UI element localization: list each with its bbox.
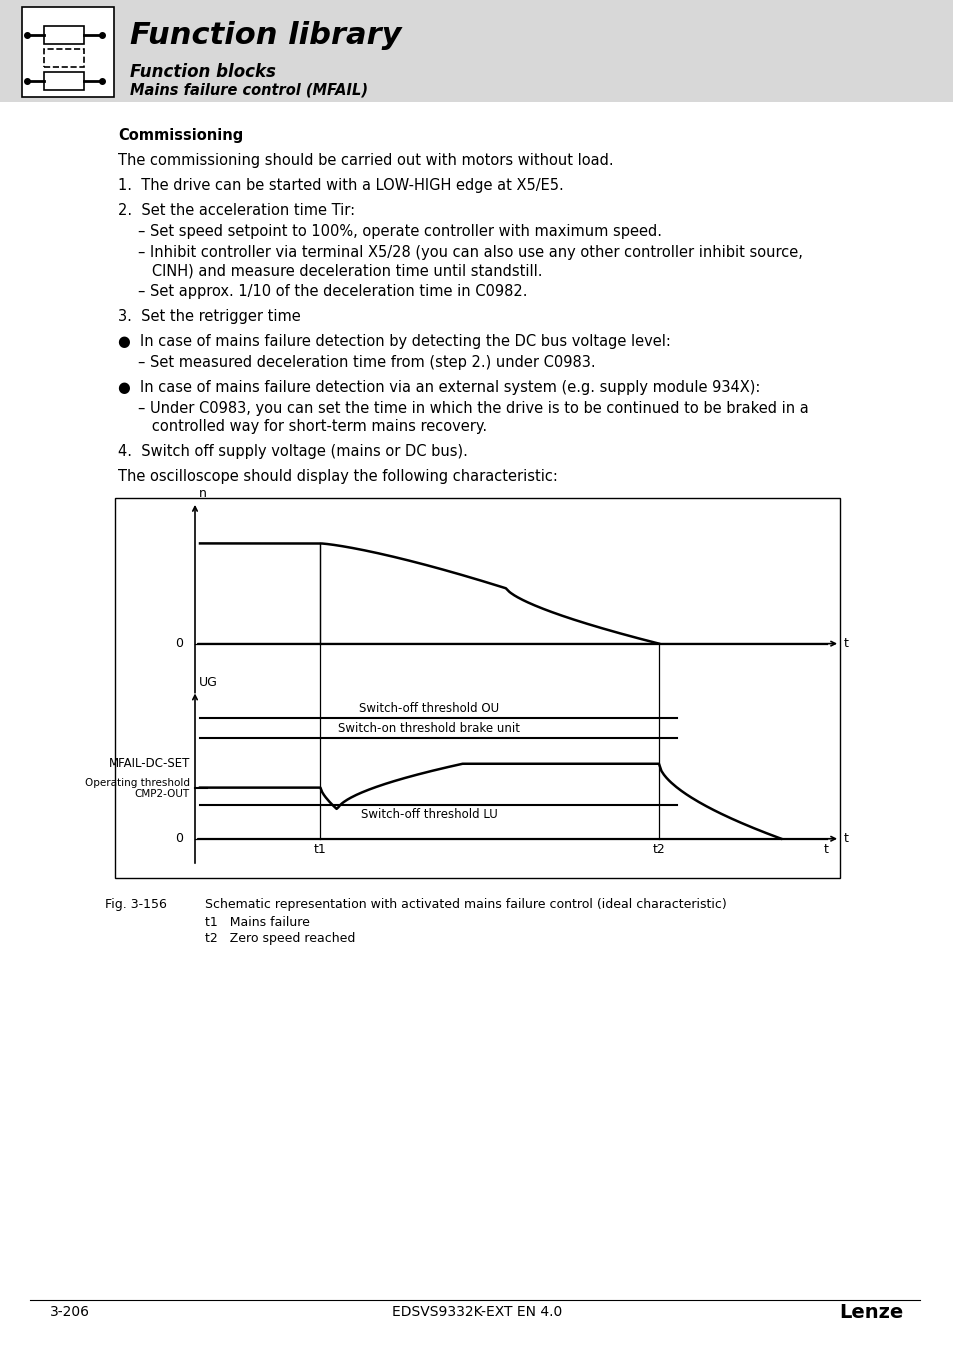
Text: 0: 0 [174, 832, 183, 845]
Text: Commissioning: Commissioning [118, 128, 243, 143]
Bar [0, 0, 953, 103]
Text: t2: t2 [652, 842, 664, 856]
Text: – Set measured deceleration time from (step 2.) under C0983.: – Set measured deceleration time from (s… [138, 355, 595, 370]
Text: 0: 0 [174, 637, 183, 651]
Text: UG: UG [199, 675, 217, 688]
Text: t1: t1 [314, 842, 327, 856]
Bar [22, 7, 113, 97]
Text: t1   Mains failure: t1 Mains failure [205, 917, 310, 929]
Text: The commissioning should be carried out with motors without load.: The commissioning should be carried out … [118, 153, 613, 167]
Text: controlled way for short-term mains recovery.: controlled way for short-term mains reco… [138, 418, 487, 433]
Text: The oscilloscope should display the following characteristic:: The oscilloscope should display the foll… [118, 468, 558, 485]
Text: t: t [822, 842, 827, 856]
Text: – Set speed setpoint to 100%, operate controller with maximum speed.: – Set speed setpoint to 100%, operate co… [138, 224, 661, 239]
Text: ●  In case of mains failure detection by detecting the DC bus voltage level:: ● In case of mains failure detection by … [118, 333, 670, 350]
Text: t: t [843, 832, 848, 845]
Text: ●  In case of mains failure detection via an external system (e.g. supply module: ● In case of mains failure detection via… [118, 379, 760, 396]
Text: – Set approx. 1/10 of the deceleration time in C0982.: – Set approx. 1/10 of the deceleration t… [138, 284, 527, 298]
Text: 4.  Switch off supply voltage (mains or DC bus).: 4. Switch off supply voltage (mains or D… [118, 444, 467, 459]
Bar [115, 498, 840, 878]
Text: Fig. 3-156: Fig. 3-156 [105, 898, 167, 911]
Text: EDSVS9332K-EXT EN 4.0: EDSVS9332K-EXT EN 4.0 [392, 1305, 561, 1319]
Bar [44, 26, 84, 45]
Text: Switch-on threshold brake unit: Switch-on threshold brake unit [338, 722, 520, 736]
Text: Lenze: Lenze [839, 1303, 903, 1322]
Text: 3.  Set the retrigger time: 3. Set the retrigger time [118, 309, 300, 324]
Bar [44, 49, 84, 68]
Text: – Under C0983, you can set the time in which the drive is to be continued to be : – Under C0983, you can set the time in w… [138, 401, 808, 416]
Text: MFAIL-DC-SET: MFAIL-DC-SET [109, 757, 190, 771]
Text: Switch-off threshold OU: Switch-off threshold OU [359, 702, 499, 714]
Text: – Inhibit controller via terminal X5/28 (you can also use any other controller i: – Inhibit controller via terminal X5/28 … [138, 244, 802, 261]
Text: 1.  The drive can be started with a LOW-HIGH edge at X5/E5.: 1. The drive can be started with a LOW-H… [118, 178, 563, 193]
Text: 3-206: 3-206 [50, 1305, 90, 1319]
Text: 2.  Set the acceleration time Tir:: 2. Set the acceleration time Tir: [118, 202, 355, 217]
Text: Switch-off threshold LU: Switch-off threshold LU [361, 807, 497, 821]
Text: n: n [199, 487, 207, 500]
Text: Function library: Function library [130, 20, 401, 50]
Text: Function blocks: Function blocks [130, 63, 275, 81]
Text: Mains failure control (MFAIL): Mains failure control (MFAIL) [130, 82, 368, 97]
Bar [44, 72, 84, 90]
Text: CMP2-OUT: CMP2-OUT [134, 788, 190, 799]
Text: Schematic representation with activated mains failure control (ideal characteris: Schematic representation with activated … [205, 898, 726, 911]
Text: t: t [843, 637, 848, 651]
Text: t2   Zero speed reached: t2 Zero speed reached [205, 931, 355, 945]
Text: CINH) and measure deceleration time until standstill.: CINH) and measure deceleration time unti… [138, 263, 542, 278]
Text: Operating threshold: Operating threshold [85, 778, 190, 787]
